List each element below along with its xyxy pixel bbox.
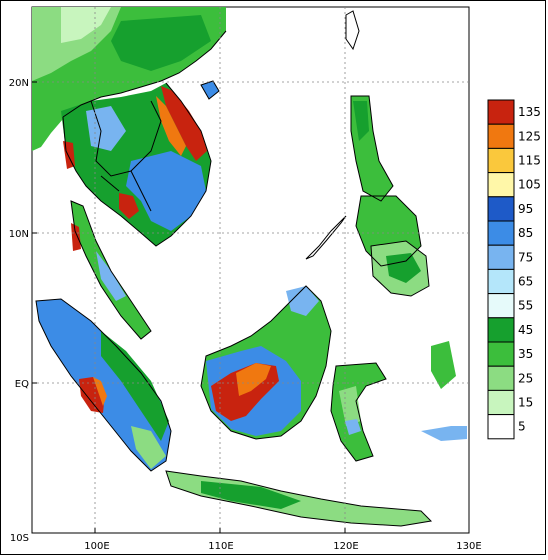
field-indochina-blue: [126, 151, 206, 231]
legend-swatch: [487, 414, 515, 440]
coastlines: [35, 10, 433, 527]
legend-label: 15: [518, 396, 533, 410]
coast-malay: [70, 200, 152, 340]
coast-palawan: [305, 215, 347, 260]
axis-ticks: [32, 81, 346, 533]
borders-mainland: [90, 100, 162, 212]
legend-swatch: [487, 341, 515, 367]
legend-label: 95: [518, 202, 533, 216]
lat-label: 20N: [9, 78, 29, 89]
field-mindanao-green: [386, 253, 421, 283]
coast-hainan: [200, 80, 220, 100]
field-vietnam-coast-red: [161, 86, 207, 161]
legend-swatch: [487, 317, 515, 343]
legend-swatch: [487, 268, 515, 295]
legend-swatch: [487, 244, 515, 270]
field-sumatra-orange: [93, 377, 107, 406]
lon-label: 100E: [84, 541, 109, 552]
field-vietnam-coast-orange: [156, 96, 186, 156]
field-south-china-pale: [61, 7, 111, 43]
field-south-china-dark: [111, 15, 211, 71]
field-borneo-orange: [236, 363, 271, 396]
legend-label: 35: [518, 347, 533, 361]
legend-label: 115: [518, 154, 541, 168]
coast-sulawesi: [330, 362, 387, 462]
lat-label: EQ: [15, 379, 29, 390]
field-peninsula-red: [71, 223, 81, 251]
legend-label: 105: [518, 178, 541, 192]
coast-java: [165, 470, 433, 527]
field-halmahera: [431, 341, 456, 389]
coast-visayas: [355, 195, 422, 267]
coast-borneo: [200, 285, 332, 440]
legend-swatch: [487, 172, 515, 198]
field-java-green: [201, 481, 301, 509]
coast-taiwan: [345, 10, 360, 51]
lon-label: 130E: [456, 541, 481, 552]
field-malay-blue: [96, 251, 126, 301]
legend-swatch: [487, 196, 515, 222]
legend-label: 55: [518, 299, 533, 313]
legend-label: 135: [518, 105, 541, 119]
lat-label: 10S: [10, 533, 29, 544]
field-sumatra-green: [101, 331, 169, 441]
latitude-labels: 20N 10N EQ 10S: [9, 78, 29, 544]
legend-swatch: [487, 99, 515, 125]
field-sumatra-lightgreen: [131, 426, 166, 469]
legend-label: 65: [518, 275, 533, 289]
coast-mindanao: [370, 240, 430, 297]
coast-luzon: [350, 95, 394, 202]
land-malay-peninsula: [71, 201, 151, 339]
legend-swatch: [487, 365, 515, 391]
legend-swatch: [487, 147, 515, 174]
legend-label: 45: [518, 323, 533, 337]
legend-label: 25: [518, 371, 533, 385]
field-luzon-dark: [353, 101, 369, 141]
field-borneo-north-blue: [286, 286, 319, 316]
colorbar-legend: 135 125 115 105 95 85 75 65 55 45 35 25 15 5: [487, 99, 541, 440]
lat-label: 10N: [9, 229, 29, 240]
field-timor-blue: [421, 426, 467, 441]
legend-label: 85: [518, 226, 533, 240]
legend-label: 5: [518, 420, 526, 434]
legend-label: 75: [518, 250, 533, 264]
field-sulawesi-light: [339, 386, 361, 426]
lon-label: 120E: [333, 541, 358, 552]
legend-swatch: [487, 389, 515, 416]
field-sulawesi-blue: [345, 419, 361, 435]
legend-swatch: [487, 123, 515, 149]
field-gulf-red: [119, 193, 139, 219]
legend-swatch: [487, 220, 515, 246]
legend-label: 125: [518, 129, 541, 143]
legend-swatch: [487, 293, 515, 319]
lon-label: 110E: [208, 541, 233, 552]
longitude-labels: 100E 110E 120E 130E: [84, 541, 481, 552]
coast-sumatra: [35, 298, 172, 472]
